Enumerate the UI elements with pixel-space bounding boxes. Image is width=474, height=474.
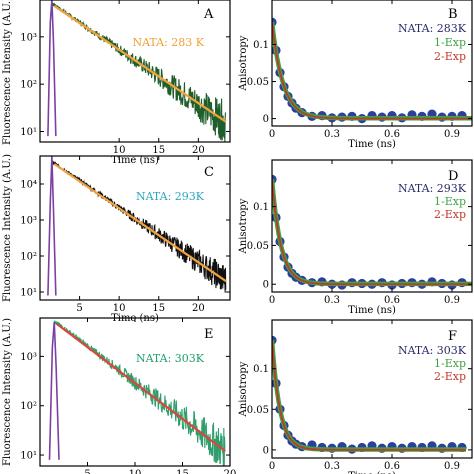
y-tick-label: 0.05 [247, 405, 269, 416]
x-axis-title: Time (ns) [348, 139, 396, 150]
x-tick-label: 0.9 [444, 129, 460, 140]
panel-letter: C [204, 165, 214, 180]
decay-data-trace [51, 1, 227, 142]
legend-entry: NATA: 303K [398, 344, 467, 357]
y-tick-label: 0.05 [247, 77, 269, 88]
plot-area-c [47, 156, 227, 296]
x-tick-label: 20 [192, 145, 205, 156]
y-axis-title: Anisotropy [238, 198, 249, 254]
x-tick-label: 0.6 [384, 461, 400, 472]
y-tick-label: 10¹ [20, 127, 37, 138]
y-axis-title: Anisotropy [238, 361, 249, 417]
x-tick-label: 10 [113, 145, 126, 156]
x-tick-label: 0 [269, 461, 275, 472]
x-axis-title: Time (ns) [111, 155, 159, 166]
legend-entry: NATA: 283K [398, 22, 467, 35]
x-tick-label: 0.3 [324, 461, 340, 472]
panel-letter: D [448, 169, 458, 184]
legend-entry: 1-Exp [434, 195, 466, 208]
x-tick-label: 0.6 [384, 295, 400, 306]
fit-line [53, 163, 227, 283]
y-tick-label: 10¹ [20, 451, 37, 462]
panel-d: 0 0.3 0.6 0.9 0 0.05 0.1 Time (ns) Anisotropy DNA… [238, 159, 473, 316]
x-tick-label: 15 [176, 469, 189, 474]
y-axis-title: Anisotropy [238, 35, 249, 91]
fit-line [53, 5, 227, 123]
legend-entry: NATA: 303K [136, 352, 205, 365]
decay-data-trace [53, 319, 226, 466]
x-tick-label: 0.6 [384, 129, 400, 140]
y-tick-label: 0 [263, 114, 269, 125]
x-axis-title: Time (ns) [348, 305, 396, 316]
x-tick-label: 10 [129, 469, 142, 474]
y-tick-label: 10³ [20, 352, 37, 363]
x-tick-label: 0.9 [444, 295, 460, 306]
y-tick-label: 0 [263, 445, 269, 456]
panel-letter: F [448, 329, 457, 344]
y-tick-label: 10² [20, 401, 37, 412]
panel-c: 5 10 15 20 10⁴ 10³ 10² 10¹ Time (ns) Fluorescence… [2, 154, 231, 324]
fit-2-exp-line [272, 179, 472, 286]
x-tick-label: 20 [224, 469, 237, 474]
x-tick-label: 5 [76, 303, 82, 314]
y-axis-title: Fluorescence Intensity (A.U.) [2, 154, 13, 302]
y-axis-title: Fluorescence Intensity (A.U.) [2, 0, 13, 145]
fit-2-exp-line [272, 340, 466, 451]
y-axis-title: Fluorescence Intensity (A.U.) [2, 318, 13, 466]
panel-e: 510152010³10²10¹Time (ns)Fluorescence In… [2, 317, 237, 474]
legend-entry: 1-Exp [434, 36, 466, 49]
axes-frame [271, 0, 473, 127]
legend-entry: 2-Exp [434, 208, 466, 221]
panel-a: 10 15 20 10³ 10² 10¹ Time (ns) Fluorescence Int… [2, 0, 231, 166]
plot-area-f [272, 335, 467, 454]
panel-letter: A [203, 7, 214, 22]
x-tick-label: 0.3 [324, 129, 340, 140]
panel-b: 0 0.3 0.6 0.9 0 0.05 0.1 Time (ns) Anisotropy BNA… [238, 0, 473, 150]
fit-2-exp-line [272, 22, 472, 120]
y-tick-label: 0 [263, 280, 269, 291]
plot-area-e [48, 319, 226, 466]
axes-frame [39, 0, 231, 143]
legend-entry: NATA: 293K [136, 190, 205, 203]
plot-area-b [272, 17, 472, 124]
y-tick-label: 10² [20, 252, 37, 263]
legend-entry: NATA: 283 K [132, 36, 204, 49]
panel-letter: B [448, 7, 458, 22]
irf-trace [47, 0, 57, 137]
y-tick-label: 0.1 [253, 202, 269, 213]
plot-area-d [272, 174, 472, 290]
x-tick-label: 0.3 [324, 295, 340, 306]
x-tick-label: 0.9 [444, 461, 460, 472]
axes-frame [271, 159, 473, 293]
y-tick-label: 10² [20, 80, 37, 91]
legend-entry: 1-Exp [434, 357, 466, 370]
x-tick-label: 15 [152, 145, 165, 156]
axes-frame [39, 155, 231, 301]
irf-trace [47, 156, 57, 296]
x-tick-label: 15 [152, 303, 165, 314]
legend-entry: 2-Exp [434, 50, 466, 63]
x-axis-title: Time (ns) [348, 471, 396, 474]
panel-letter: E [204, 327, 214, 342]
y-tick-label: 10³ [20, 32, 37, 43]
fit-line [56, 323, 226, 453]
x-tick-label: 20 [192, 303, 205, 314]
irf-trace [48, 321, 60, 460]
x-tick-label: 10 [113, 303, 126, 314]
y-tick-label: 10¹ [20, 288, 37, 299]
y-tick-label: 10⁴ [20, 180, 37, 191]
axes-frame [271, 319, 473, 459]
x-tick-label: 5 [84, 469, 90, 474]
y-tick-label: 10³ [20, 216, 37, 227]
y-tick-label: 0.1 [253, 364, 269, 375]
y-tick-label: 0.1 [253, 40, 269, 51]
y-tick-label: 0.05 [247, 241, 269, 252]
panel-f: 0 0.3 0.6 0.9 0 0.05 0.1 Time (ns) Anisotropy FNA… [238, 319, 473, 474]
plot-area-a [47, 0, 227, 142]
legend-entry: NATA: 293K [398, 182, 467, 195]
x-tick-label: 0 [269, 295, 275, 306]
legend-entry: 2-Exp [434, 370, 466, 383]
x-tick-label: 0 [269, 129, 275, 140]
